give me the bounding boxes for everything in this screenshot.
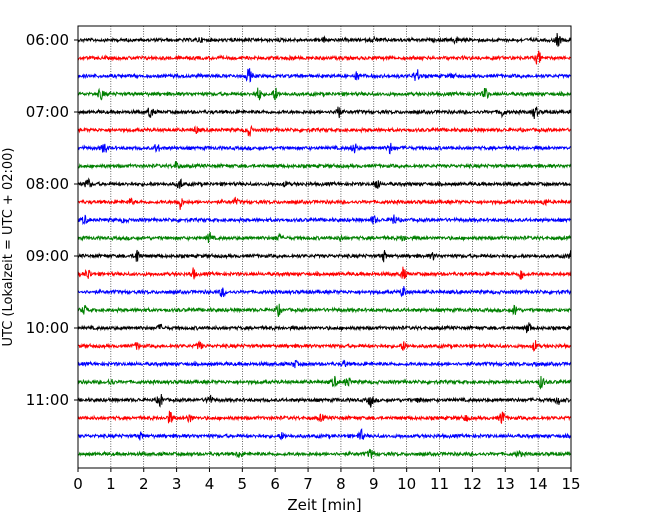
x-tick-label: 9 — [369, 475, 379, 493]
trace-0945 — [77, 303, 572, 317]
grid-layer — [110, 26, 539, 468]
trace-0745 — [77, 161, 572, 170]
y-tick-label: 10:00 — [26, 319, 69, 337]
trace-1115 — [77, 410, 572, 424]
trace-1030 — [77, 359, 572, 369]
x-tick-label: 6 — [270, 475, 280, 493]
trace-0600 — [77, 32, 572, 47]
y-tick-label: 07:00 — [26, 103, 69, 121]
trace-1100 — [77, 394, 572, 408]
x-tick-label: 2 — [139, 475, 149, 493]
trace-1130 — [77, 428, 572, 441]
x-ticks: 0 1 2 3 4 5 6 7 8 9 10 11 12 13 14 15 — [73, 468, 581, 493]
y-ticks: 06:00 07:00 08:00 09:00 10:00 11:00 — [26, 31, 78, 409]
trace-1145 — [77, 448, 572, 459]
trace-0900 — [77, 249, 572, 263]
trace-1045 — [77, 375, 572, 390]
axes-frame — [77, 25, 572, 469]
x-tick-label: 12 — [463, 475, 482, 493]
x-tick-label: 8 — [336, 475, 346, 493]
trace-0630 — [77, 68, 572, 83]
x-tick-label: 5 — [238, 475, 248, 493]
trace-0915 — [77, 266, 572, 280]
trace-0845 — [77, 232, 572, 244]
trace-0815 — [77, 196, 572, 210]
trace-1000 — [77, 322, 572, 334]
x-axis-label: Zeit [min] — [287, 496, 361, 514]
trace-0830 — [77, 214, 572, 226]
trace-0800 — [77, 177, 572, 189]
x-tick-label: 7 — [303, 475, 313, 493]
x-tick-label: 15 — [561, 475, 580, 493]
trace-0930 — [77, 286, 572, 298]
trace-0730 — [77, 142, 572, 155]
x-tick-label: 11 — [430, 475, 449, 493]
trace-0700 — [77, 106, 572, 119]
x-tick-label: 10 — [397, 475, 416, 493]
x-tick-label: 0 — [73, 475, 83, 493]
y-axis-label: UTC (Lokalzeit = UTC + 02:00) — [1, 148, 16, 347]
x-tick-label: 14 — [529, 475, 548, 493]
trace-0615 — [77, 50, 572, 65]
x-tick-label: 3 — [172, 475, 182, 493]
trace-layer — [77, 32, 572, 459]
x-tick-label: 4 — [205, 475, 215, 493]
y-tick-label: 11:00 — [26, 391, 69, 409]
trace-0715 — [77, 124, 572, 137]
trace-1015 — [77, 340, 572, 352]
y-tick-label: 08:00 — [26, 175, 69, 193]
y-tick-label: 06:00 — [26, 31, 69, 49]
trace-0645 — [77, 87, 572, 101]
y-tick-label: 09:00 — [26, 247, 69, 265]
x-tick-label: 13 — [496, 475, 515, 493]
x-tick-label: 1 — [106, 475, 116, 493]
